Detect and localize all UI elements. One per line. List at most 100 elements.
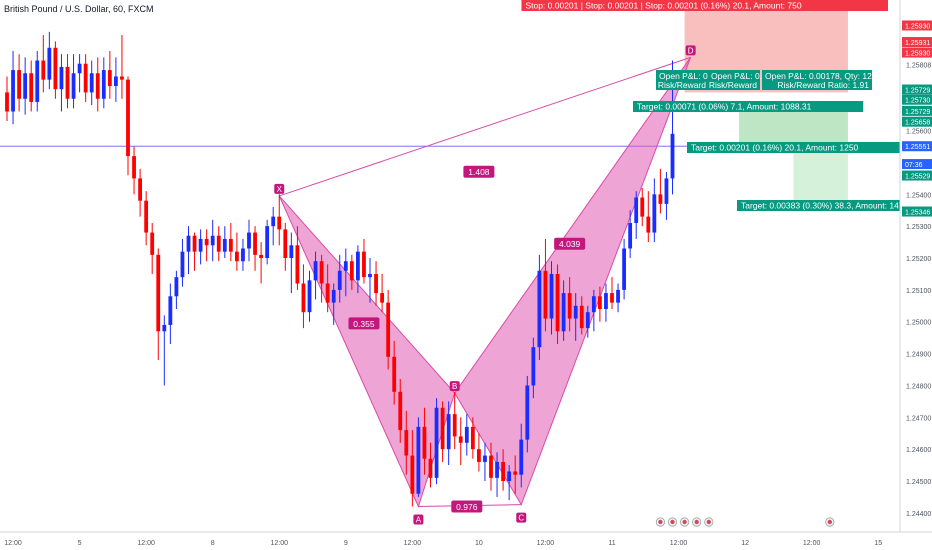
candle bbox=[368, 273, 372, 278]
event-flag-dot bbox=[682, 519, 687, 525]
candle bbox=[331, 289, 336, 303]
target-3-label-bg bbox=[737, 200, 932, 211]
ratio-badge bbox=[463, 165, 495, 178]
candles bbox=[5, 31, 675, 507]
candle bbox=[71, 73, 76, 99]
candle bbox=[132, 156, 136, 179]
risk-reward-label: Risk/Reward bbox=[658, 80, 706, 90]
candle bbox=[23, 73, 28, 99]
price-marker bbox=[902, 20, 932, 31]
price-marker-label: 1.25658 bbox=[905, 120, 930, 127]
price-axis-bg bbox=[900, 0, 932, 550]
candle bbox=[622, 248, 626, 290]
candle bbox=[295, 245, 300, 284]
open-pl-box bbox=[708, 70, 760, 90]
candle bbox=[65, 66, 70, 99]
candle bbox=[265, 226, 270, 259]
candle bbox=[192, 235, 197, 252]
price-marker-label: 1.25551 bbox=[905, 144, 930, 151]
price-marker bbox=[902, 37, 932, 48]
candle bbox=[537, 270, 542, 348]
y-tick-label: 1.25300 bbox=[906, 224, 931, 231]
price-marker-label: 1.25529 bbox=[905, 174, 930, 181]
price-marker-label: 07:36 bbox=[905, 162, 923, 169]
x-tick-label: 12:00 bbox=[404, 540, 422, 547]
candle bbox=[138, 178, 142, 201]
target-3-label: Target: 0.00383 (0.30%) 38.3, Amount: 14… bbox=[741, 201, 920, 211]
candle bbox=[29, 73, 34, 102]
price-marker bbox=[902, 159, 932, 170]
open-pl-label: Open P&L: 0.00 bbox=[659, 71, 720, 81]
candle bbox=[434, 407, 439, 478]
pattern-bcd-triangle bbox=[454, 57, 692, 506]
candle bbox=[628, 222, 633, 249]
candle bbox=[325, 283, 330, 303]
candle bbox=[646, 216, 651, 233]
candle bbox=[343, 261, 348, 271]
candle bbox=[567, 293, 572, 319]
candle bbox=[362, 251, 366, 278]
pattern-point-x bbox=[274, 183, 285, 194]
price-marker bbox=[902, 47, 932, 58]
ratio-badge bbox=[451, 500, 483, 513]
x-tick-label: 12:00 bbox=[803, 540, 821, 547]
candle bbox=[307, 280, 312, 313]
event-flag-dot bbox=[658, 519, 663, 525]
price-marker-label: 1.25931 bbox=[905, 40, 930, 47]
y-tick-label: 1.25200 bbox=[906, 256, 931, 263]
pattern-xd-line bbox=[279, 56, 691, 197]
x-tick-label: 9 bbox=[344, 540, 348, 547]
price-marker bbox=[902, 116, 932, 127]
price-marker-label: 1.25346 bbox=[905, 210, 930, 217]
x-tick-label: 10 bbox=[475, 540, 483, 547]
candle bbox=[513, 471, 518, 475]
candle bbox=[77, 63, 82, 74]
candle bbox=[610, 293, 614, 303]
ratio-label: 1.408 bbox=[468, 167, 490, 177]
candle bbox=[301, 283, 306, 313]
candle bbox=[664, 178, 669, 204]
stop-label: Stop: 0.00201 | Stop: 0.00201 | Stop: 0.… bbox=[525, 1, 801, 11]
candle bbox=[241, 248, 245, 262]
candle bbox=[561, 293, 566, 332]
candle bbox=[126, 79, 130, 157]
candle bbox=[114, 76, 118, 87]
candle bbox=[271, 216, 276, 227]
candle bbox=[180, 251, 185, 278]
stop-label-bg bbox=[521, 0, 888, 11]
candle bbox=[95, 73, 100, 99]
candle bbox=[598, 296, 602, 310]
candle bbox=[150, 232, 155, 255]
candle bbox=[319, 261, 324, 284]
y-tick-label: 1.24900 bbox=[906, 352, 931, 359]
candle bbox=[604, 293, 608, 310]
candle bbox=[495, 461, 499, 478]
candle bbox=[247, 232, 251, 249]
x-tick-label: 8 bbox=[211, 540, 215, 547]
candle bbox=[35, 60, 40, 102]
ratio-badge bbox=[554, 237, 586, 250]
candle bbox=[483, 455, 487, 462]
candle bbox=[392, 356, 397, 392]
candle bbox=[162, 324, 167, 332]
candle bbox=[337, 270, 342, 290]
y-tick-label: 1.24500 bbox=[906, 479, 931, 486]
candle bbox=[652, 194, 657, 233]
candle bbox=[658, 194, 663, 204]
target-2-label-bg bbox=[687, 142, 908, 153]
candle bbox=[416, 426, 421, 494]
x-tick-label: 12 bbox=[741, 540, 749, 547]
y-tick-label: 1.24700 bbox=[906, 415, 931, 422]
candle bbox=[174, 277, 179, 297]
candle bbox=[59, 66, 64, 90]
candle bbox=[349, 261, 354, 281]
candle bbox=[446, 414, 451, 450]
candle bbox=[458, 436, 463, 443]
x-tick-label: 12:00 bbox=[270, 540, 288, 547]
candle bbox=[41, 60, 46, 80]
y-tick-label: 1.24400 bbox=[906, 511, 931, 518]
event-flag-dot bbox=[694, 519, 699, 525]
candle bbox=[83, 63, 88, 93]
target-1-label: Target: 0.00071 (0.06%) 7.1, Amount: 108… bbox=[637, 102, 812, 112]
